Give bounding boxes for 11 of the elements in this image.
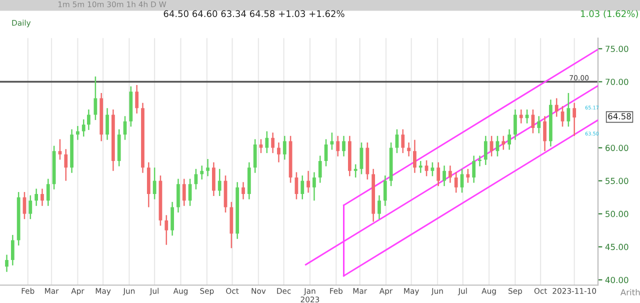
y-tick-label: 70.00 — [606, 78, 628, 86]
text: 64.58 — [608, 113, 631, 120]
y-tick-label: 60.00 — [606, 144, 628, 152]
y-tick-label: 50.00 — [606, 210, 628, 218]
text: 1.03 (1.62%) — [581, 10, 638, 18]
y-tick-label: 45.00 — [605, 244, 628, 250]
y-tick-label: 75.00 — [606, 46, 628, 52]
text: Arith — [620, 288, 640, 296]
y-tick-label: 40.00 — [605, 276, 628, 284]
y-tick-label: 55.00 — [606, 178, 628, 184]
text: 64.50 64.60 63.34 64.58 +1.03 +1.62% — [164, 10, 344, 18]
